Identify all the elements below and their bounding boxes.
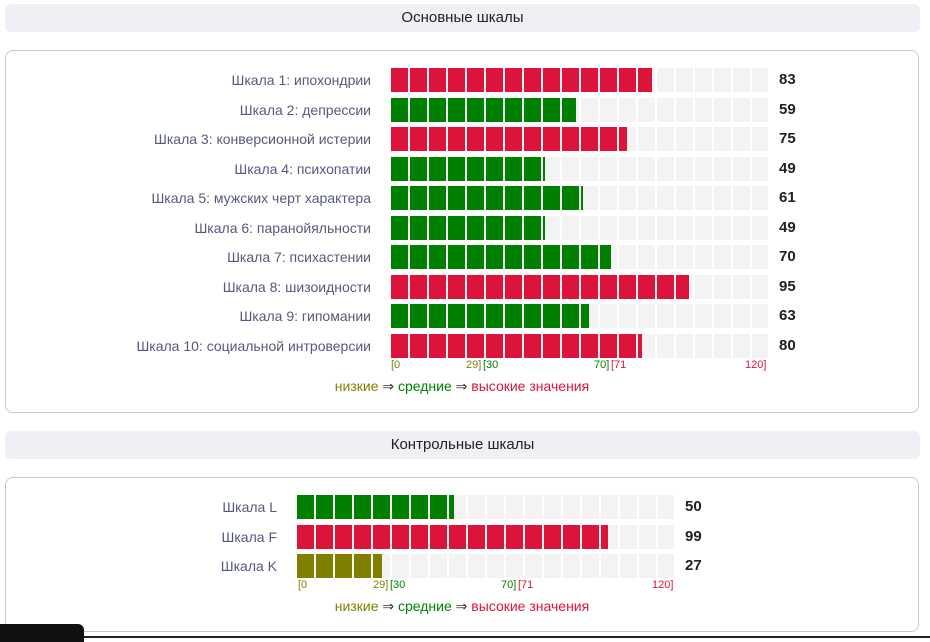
scale-row: Шкала 5: мужских черт характера 61 bbox=[6, 186, 918, 210]
scale-bar-track bbox=[297, 524, 674, 549]
axis-mid-start: [30 bbox=[390, 579, 406, 591]
scale-row: Шкала 10: социальной интроверсии 80 bbox=[6, 333, 918, 358]
scale-bar-track bbox=[391, 333, 768, 358]
scale-bar-track bbox=[391, 186, 768, 210]
scale-bar-fill bbox=[391, 245, 611, 269]
scale-bar-fill bbox=[391, 304, 589, 328]
axis-high-start: [71 bbox=[518, 579, 534, 591]
scale-label: Шкала 1: ипохондрии bbox=[231, 72, 371, 88]
taskbar-corner bbox=[0, 624, 84, 642]
scale-bar-fill bbox=[391, 274, 689, 299]
legend-arrow: ⇒ bbox=[455, 598, 468, 614]
scale-value: 75 bbox=[779, 130, 796, 147]
control-scales-title: Контрольные шкалы bbox=[390, 436, 535, 453]
scale-bar-fill bbox=[391, 215, 545, 240]
scale-row: Шкала 9: гипомании 63 bbox=[6, 304, 918, 328]
scale-bar-fill bbox=[391, 186, 583, 210]
axis-low-start: [0 bbox=[298, 579, 308, 591]
control-scale-axis: [0 29] [30 70] [71 120] bbox=[298, 579, 676, 593]
scale-bar-track bbox=[391, 245, 768, 269]
scale-value: 63 bbox=[779, 307, 796, 324]
scale-label: Шкала F bbox=[221, 528, 277, 545]
scale-value: 83 bbox=[779, 71, 796, 88]
scale-row: Шкала 3: конверсионной истерии 75 bbox=[6, 127, 918, 151]
scale-row: Шкала 6: паранойяльности 49 bbox=[6, 215, 918, 240]
legend-mid: средние bbox=[398, 378, 452, 394]
main-scales-header: Основные шкалы bbox=[5, 4, 920, 32]
scale-bar-track bbox=[297, 554, 674, 578]
legend-low: низкие bbox=[334, 378, 379, 394]
scale-bar-track bbox=[391, 127, 768, 151]
scale-label: Шкала 10: социальной интроверсии bbox=[136, 337, 371, 354]
axis-high-end: 120] bbox=[745, 359, 767, 371]
legend-arrow: ⇒ bbox=[382, 378, 395, 394]
scale-value: 61 bbox=[779, 189, 796, 206]
scale-label: Шкала 7: психастении bbox=[227, 249, 371, 265]
legend-mid: средние bbox=[398, 598, 452, 614]
main-legend: низкие ⇒ средние ⇒ высокие значения bbox=[6, 378, 918, 395]
scale-bar-fill bbox=[391, 127, 627, 151]
scale-bar-track bbox=[391, 68, 768, 92]
scale-bar-fill bbox=[391, 333, 642, 358]
scale-value: 59 bbox=[779, 100, 796, 118]
scale-row: Шкала 2: депрессии 59 bbox=[6, 97, 918, 122]
scale-bar-track bbox=[391, 97, 768, 122]
scale-bar-fill bbox=[297, 524, 608, 549]
legend-high: высокие значения bbox=[471, 378, 590, 394]
scale-bar-fill bbox=[391, 97, 576, 122]
axis-low-end: 29] bbox=[466, 359, 482, 371]
scale-value: 70 bbox=[779, 248, 796, 265]
scale-value: 80 bbox=[779, 336, 796, 354]
scale-bar-track bbox=[297, 495, 674, 519]
scale-bar-track bbox=[391, 304, 768, 328]
scale-row: Шкала 8: шизоидности 95 bbox=[6, 274, 918, 299]
axis-mid-start: [30 bbox=[483, 359, 499, 371]
scale-row: Шкала 4: психопатии 49 bbox=[6, 156, 918, 181]
axis-mid-end: 70] bbox=[501, 579, 517, 591]
scale-value: 27 bbox=[685, 557, 702, 574]
scale-row: Шкала 1: ипохондрии 83 bbox=[6, 68, 918, 92]
main-scales-title: Основные шкалы bbox=[401, 9, 524, 26]
legend-arrow: ⇒ bbox=[455, 378, 468, 394]
scale-row: Шкала L 50 bbox=[6, 495, 918, 519]
control-legend: низкие ⇒ средние ⇒ высокие значения bbox=[6, 598, 918, 615]
main-scale-axis: [0 29] [30 70] [71 120] bbox=[391, 359, 769, 373]
axis-low-start: [0 bbox=[391, 359, 401, 371]
scale-label: Шкала 4: психопатии bbox=[234, 160, 371, 177]
scale-bar-track bbox=[391, 274, 768, 299]
legend-low: низкие bbox=[334, 598, 379, 614]
legend-arrow: ⇒ bbox=[382, 598, 395, 614]
control-scales-header: Контрольные шкалы bbox=[5, 431, 920, 459]
scale-value: 49 bbox=[779, 159, 796, 177]
scale-label: Шкала 3: конверсионной истерии bbox=[154, 131, 371, 147]
axis-mid-end: 70] bbox=[594, 359, 610, 371]
axis-high-start: [71 bbox=[611, 359, 627, 371]
bottom-divider bbox=[84, 636, 930, 638]
scale-label: Шкала 8: шизоидности bbox=[222, 278, 371, 295]
scale-row: Шкала K 27 bbox=[6, 554, 918, 578]
scale-value: 50 bbox=[685, 498, 702, 515]
scale-bar-fill bbox=[391, 68, 652, 92]
main-scales-panel: Шкала 1: ипохондрии 83 Шкала 2: депрессии 5… bbox=[5, 50, 919, 413]
scale-bar-fill bbox=[297, 554, 382, 578]
scale-value: 99 bbox=[685, 527, 702, 545]
axis-high-end: 120] bbox=[652, 579, 674, 591]
control-scales-panel: Шкала L 50 Шкала F 99 Шкала K 27 [0 29] [30 7… bbox=[5, 477, 919, 632]
scale-label: Шкала K bbox=[220, 558, 277, 574]
scale-value: 95 bbox=[779, 277, 796, 295]
scale-label: Шкала 6: паранойяльности bbox=[194, 219, 371, 236]
axis-low-end: 29] bbox=[373, 579, 389, 591]
scale-value: 49 bbox=[779, 218, 796, 236]
scale-label: Шкала 2: депрессии bbox=[239, 101, 371, 118]
scale-bar-fill bbox=[391, 156, 545, 181]
scale-label: Шкала 5: мужских черт характера bbox=[151, 190, 371, 206]
scale-bar-track bbox=[391, 215, 768, 240]
legend-high: высокие значения bbox=[471, 598, 590, 614]
scale-row: Шкала F 99 bbox=[6, 524, 918, 549]
scale-row: Шкала 7: психастении 70 bbox=[6, 245, 918, 269]
scale-label: Шкала 9: гипомании bbox=[239, 308, 371, 324]
scale-bar-fill bbox=[297, 495, 454, 519]
scale-bar-track bbox=[391, 156, 768, 181]
scale-label: Шкала L bbox=[222, 499, 277, 515]
